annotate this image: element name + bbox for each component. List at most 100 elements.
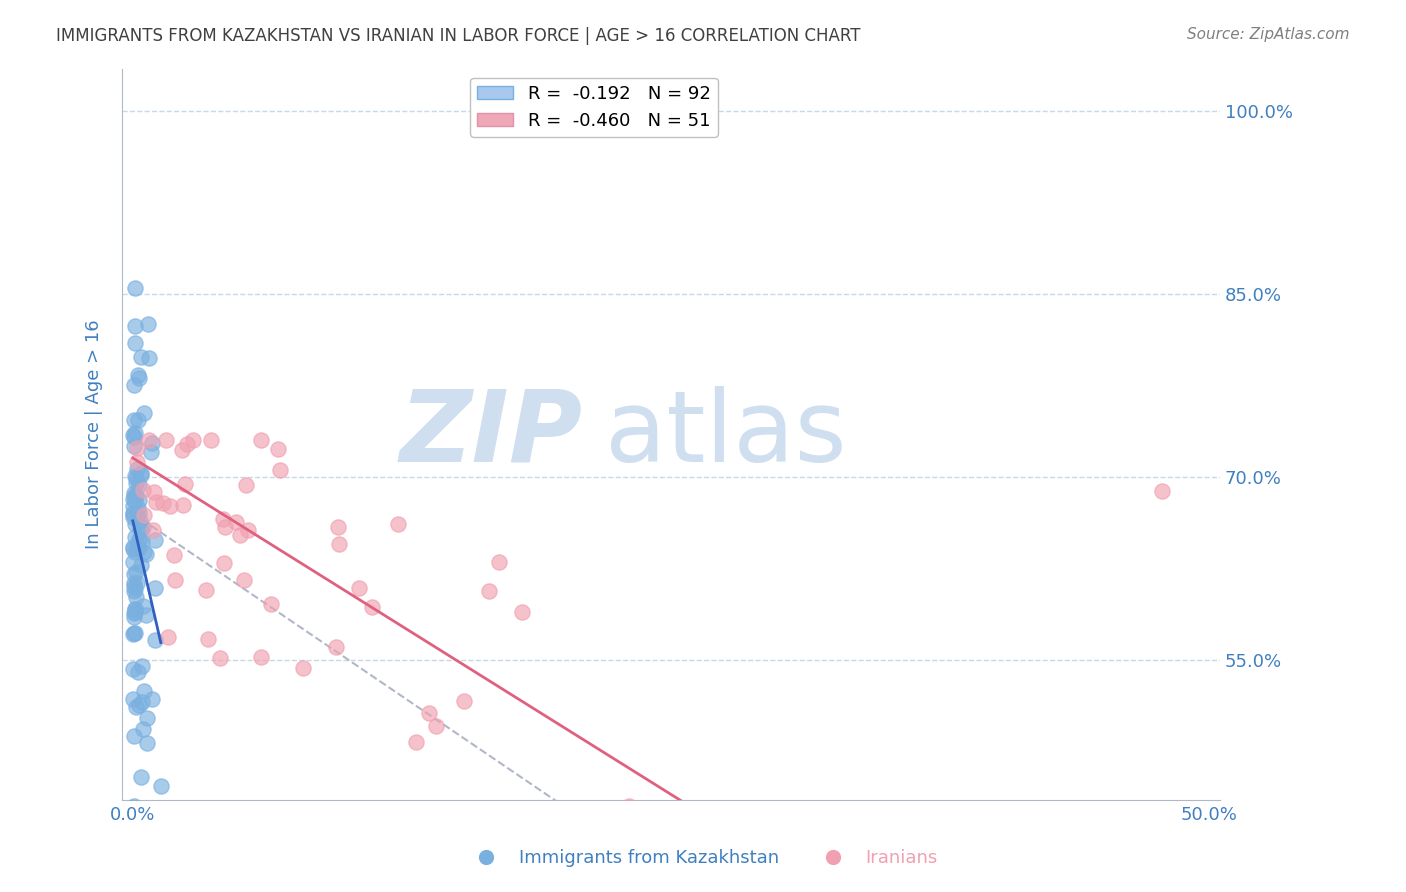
- Legend: R =  -0.192   N = 92, R =  -0.460   N = 51: R = -0.192 N = 92, R = -0.460 N = 51: [470, 78, 718, 137]
- Point: [122, 430, 145, 444]
- Point: [124, 469, 146, 483]
- Point: [125, 699, 148, 714]
- Point: [125, 541, 148, 555]
- Point: [132, 520, 155, 534]
- Point: [122, 540, 145, 554]
- Point: [132, 508, 155, 523]
- Point: [141, 691, 163, 706]
- Point: [172, 498, 194, 512]
- Point: [165, 574, 187, 588]
- Point: [139, 445, 162, 459]
- Point: [326, 520, 349, 534]
- Point: [124, 601, 146, 615]
- Point: [142, 485, 165, 500]
- Point: [142, 523, 165, 537]
- Point: [127, 368, 149, 383]
- Point: [172, 443, 194, 458]
- Point: [129, 770, 152, 784]
- Point: [124, 281, 146, 295]
- Point: [128, 478, 150, 492]
- Point: [194, 583, 217, 598]
- Point: [125, 462, 148, 476]
- Point: [122, 626, 145, 640]
- Point: [131, 695, 153, 709]
- Point: [127, 508, 149, 522]
- Point: [135, 711, 157, 725]
- Point: [134, 684, 156, 698]
- Point: [135, 607, 157, 622]
- Point: [488, 555, 510, 569]
- Point: [361, 599, 384, 614]
- Point: [131, 659, 153, 673]
- Text: IMMIGRANTS FROM KAZAKHSTAN VS IRANIAN IN LABOR FORCE | AGE > 16 CORRELATION CHAR: IMMIGRANTS FROM KAZAKHSTAN VS IRANIAN IN…: [56, 27, 860, 45]
- Point: [127, 455, 149, 469]
- Point: [135, 547, 157, 561]
- Point: [125, 565, 148, 579]
- Legend: Immigrants from Kazakhstan, Iranians: Immigrants from Kazakhstan, Iranians: [461, 842, 945, 874]
- Point: [122, 489, 145, 503]
- Point: [124, 517, 146, 532]
- Point: [181, 434, 204, 448]
- Point: [127, 501, 149, 516]
- Point: [152, 495, 174, 509]
- Point: [124, 602, 146, 616]
- Point: [617, 798, 640, 813]
- Point: [124, 319, 146, 334]
- Point: [129, 468, 152, 483]
- Point: [129, 466, 152, 480]
- Text: atlas: atlas: [605, 385, 846, 483]
- Point: [145, 533, 167, 547]
- Point: [453, 694, 475, 708]
- Point: [124, 335, 146, 350]
- Point: [124, 605, 146, 619]
- Point: [143, 633, 166, 648]
- Point: [128, 515, 150, 529]
- Point: [149, 780, 172, 794]
- Point: [214, 520, 236, 534]
- Point: [122, 609, 145, 624]
- Point: [405, 735, 427, 749]
- Point: [163, 549, 186, 563]
- Point: [131, 558, 153, 573]
- Point: [138, 434, 160, 448]
- Point: [145, 495, 167, 509]
- Point: [122, 576, 145, 591]
- Point: [125, 590, 148, 604]
- Point: [267, 442, 290, 456]
- Point: [122, 378, 145, 392]
- Point: [122, 625, 145, 640]
- Point: [122, 428, 145, 442]
- Point: [136, 317, 159, 331]
- Text: 50.0%: 50.0%: [1181, 805, 1237, 824]
- Text: 0.0%: 0.0%: [110, 805, 156, 824]
- Point: [128, 541, 150, 556]
- Point: [122, 506, 145, 520]
- Point: [478, 584, 501, 599]
- Point: [174, 476, 197, 491]
- Point: [200, 434, 222, 448]
- Point: [122, 798, 145, 813]
- Point: [510, 605, 533, 619]
- Point: [347, 581, 370, 595]
- Point: [122, 606, 145, 620]
- Point: [129, 521, 152, 535]
- Point: [122, 730, 145, 744]
- Point: [233, 574, 256, 588]
- Point: [132, 545, 155, 559]
- Point: [328, 537, 350, 551]
- Point: [197, 632, 219, 646]
- Point: [122, 491, 145, 506]
- Point: [250, 649, 273, 664]
- Point: [128, 533, 150, 547]
- Point: [225, 515, 247, 529]
- Point: [122, 542, 145, 557]
- Point: [270, 463, 292, 477]
- Point: [131, 534, 153, 549]
- Point: [124, 582, 146, 596]
- Point: [124, 471, 146, 485]
- Point: [128, 493, 150, 508]
- Point: [122, 692, 145, 706]
- Point: [128, 533, 150, 547]
- Point: [134, 406, 156, 420]
- Point: [157, 630, 180, 644]
